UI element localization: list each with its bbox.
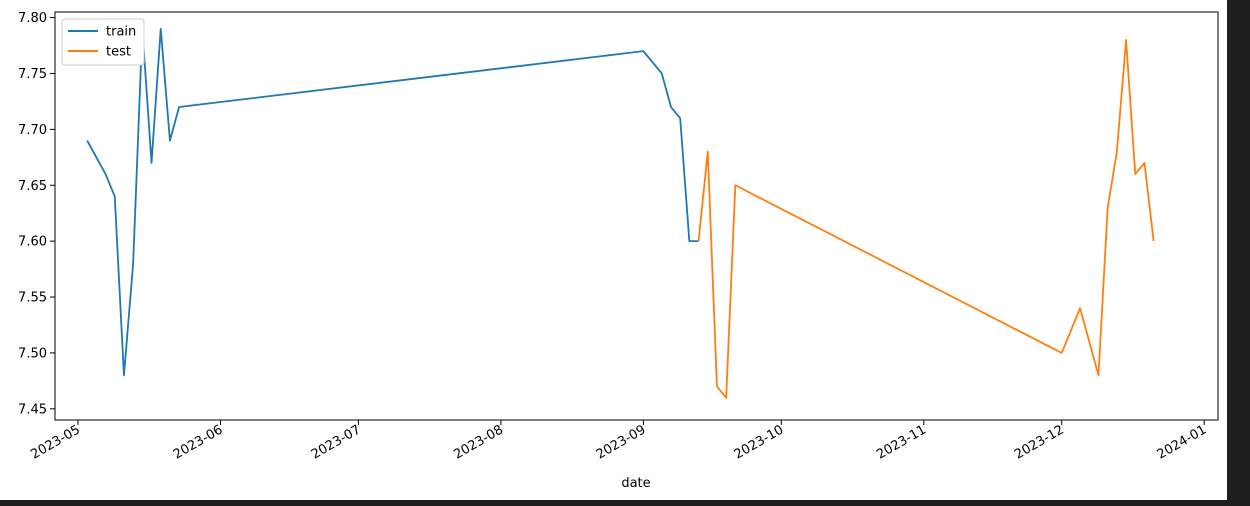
y-tick-label: 7.45	[18, 402, 47, 417]
x-tick-label: 2023-05	[28, 422, 83, 462]
legend-label-test: test	[106, 45, 131, 60]
x-tick-label: 2023-09	[594, 422, 649, 462]
x-tick-label: 2024-01	[1155, 422, 1210, 462]
x-tick-label: 2023-10	[732, 422, 787, 462]
plot-area-frame	[54, 11, 1219, 421]
x-tick-label: 2023-12	[1012, 422, 1067, 462]
y-tick-label: 7.65	[18, 179, 47, 194]
x-tick-label: 2023-06	[171, 422, 226, 462]
series-group	[86, 27, 1155, 399]
y-tick-label: 7.80	[18, 11, 47, 26]
x-tick-label: 2023-11	[874, 422, 929, 462]
y-tick-label: 7.75	[18, 67, 47, 82]
y-tick-label: 7.70	[18, 123, 47, 138]
y-tick-label: 7.55	[18, 291, 47, 306]
series-line-train	[86, 27, 699, 377]
series-line-test	[697, 39, 1155, 399]
y-axis: 7.45 7.50 7.55 7.60 7.65 7.70 7.75 7.80	[18, 11, 55, 417]
x-tick-label: 2023-08	[451, 422, 506, 462]
y-tick-label: 7.50	[18, 346, 47, 361]
legend: train test	[61, 18, 145, 66]
x-tick-label: 2023-07	[309, 422, 364, 462]
x-axis: 2023-05 2023-06 2023-07 2023-08 2023-09 2023-…	[28, 420, 1209, 463]
figure-canvas: 7.45 7.50 7.55 7.60 7.65 7.70 7.75 7.80 2023-05…	[0, 0, 1227, 500]
line-chart: 7.45 7.50 7.55 7.60 7.65 7.70 7.75 7.80 2023-05…	[18, 11, 1219, 491]
x-axis-label: date	[621, 476, 650, 491]
y-tick-label: 7.60	[18, 235, 47, 250]
legend-label-train: train	[106, 25, 136, 40]
